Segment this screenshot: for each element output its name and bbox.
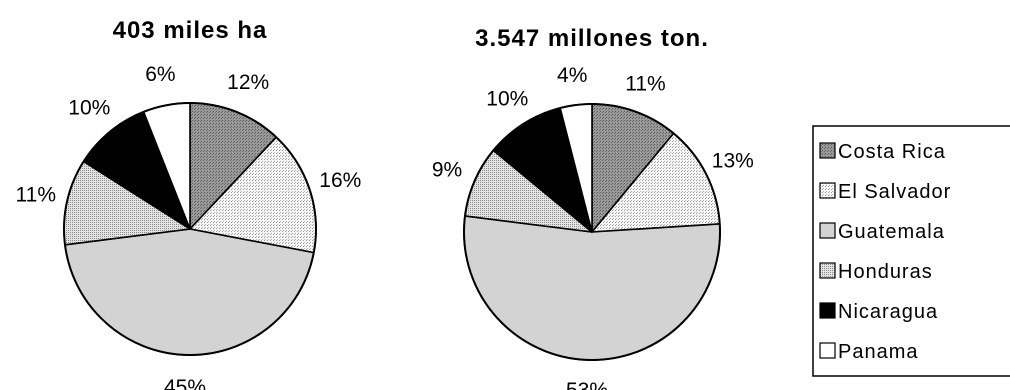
pie-outline: [63, 102, 317, 356]
legend-swatch-costa-rica: [819, 142, 836, 159]
data-label-nicaragua: 10%: [486, 88, 528, 111]
chart-title: 403 miles ha: [113, 17, 268, 44]
legend-frame: [812, 125, 1010, 377]
data-label-honduras: 11%: [16, 184, 56, 207]
pie-chart-production: 3.547 millones ton. 11% 13% 53% 9% 10% 4%: [432, 25, 754, 390]
data-label-el-salvador: 16%: [319, 169, 361, 192]
data-label-nicaragua: 10%: [68, 96, 110, 119]
legend-label-nicaragua: Nicaragua: [838, 301, 938, 323]
data-label-honduras: 9%: [432, 158, 462, 181]
legend-swatch-honduras: [819, 262, 836, 279]
legend-label-panama: Panama: [838, 341, 919, 363]
legend-label-guatemala: Guatemala: [838, 221, 945, 243]
pie-slice-guatemala: [64, 228, 315, 356]
data-label-panama: 4%: [557, 64, 587, 87]
data-label-guatemala: 53%: [566, 379, 608, 390]
legend-label-el-salvador: El Salvador: [838, 181, 951, 203]
chart-title: 3.547 millones ton.: [475, 25, 709, 52]
pie-slice-guatemala: [463, 215, 721, 361]
data-label-panama: 6%: [145, 63, 175, 86]
legend-label-honduras: Honduras: [838, 261, 933, 283]
legend-swatch-panama: [819, 342, 836, 359]
legend-swatch-nicaragua: [819, 302, 836, 319]
legend-swatch-el-salvador: [819, 182, 836, 199]
pie-chart-area: 403 miles ha 12% 16% 45% 11% 10% 6%: [16, 17, 362, 390]
pie-outline: [463, 103, 721, 361]
data-label-el-salvador: 13%: [712, 149, 754, 172]
legend-label-costa-rica: Costa Rica: [838, 141, 946, 163]
legend: Costa Rica El Salvador Guatemala Honduras Ni…: [812, 125, 1010, 377]
data-label-guatemala: 45%: [164, 376, 206, 390]
legend-swatch-guatemala: [819, 222, 836, 239]
data-label-costa-rica: 11%: [625, 72, 665, 95]
data-label-costa-rica: 12%: [227, 71, 269, 94]
